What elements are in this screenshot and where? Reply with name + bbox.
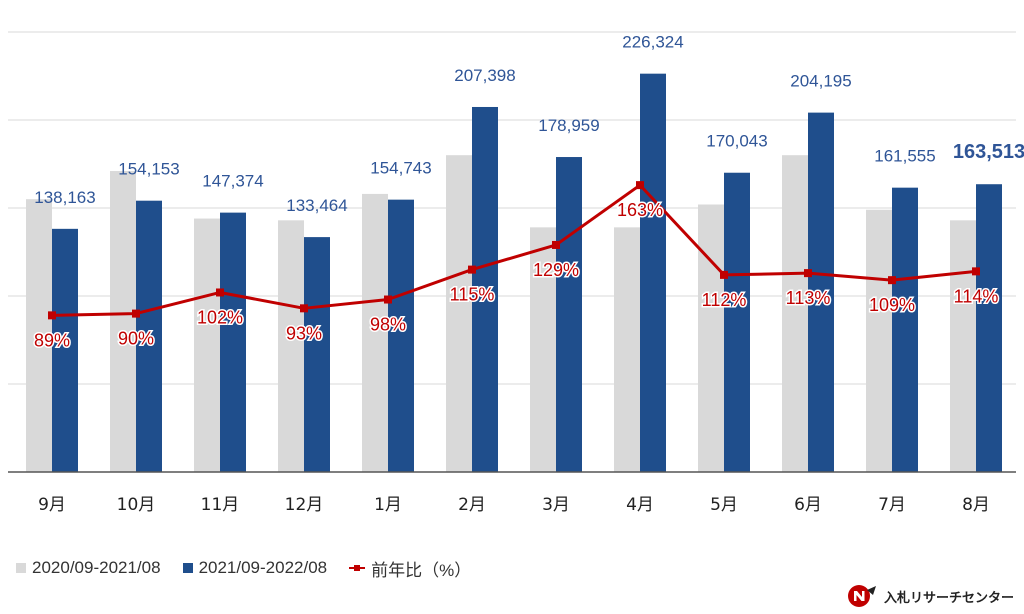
- bar-2020: [614, 227, 640, 472]
- yoy-point: [804, 269, 812, 278]
- legend-item-2020: 2020/09-2021/08: [16, 558, 161, 578]
- yoy-value-label: 129%: [533, 260, 579, 280]
- bar-2021: [388, 199, 414, 472]
- bar-2021: [892, 187, 918, 472]
- yoy-value-label: 90%: [118, 329, 154, 349]
- bar-2020: [194, 218, 220, 472]
- yoy-line: [51, 183, 977, 317]
- legend-swatch-2020: [16, 563, 26, 573]
- bar-value-label: 161,555: [874, 147, 935, 166]
- x-tick-label: 3月: [542, 495, 570, 515]
- bar-value-label: 133,464: [286, 196, 347, 215]
- yoy-value-label: 109%: [869, 295, 915, 315]
- legend: 2020/09-2021/08 2021/09-2022/08 前年比（%）: [16, 556, 493, 580]
- bar-2020: [26, 199, 52, 472]
- yoy-point: [48, 311, 56, 320]
- bar-value-label: 170,043: [706, 132, 767, 151]
- bar-value-label: 138,163: [34, 188, 95, 207]
- yoy-value-label: 114%: [954, 286, 999, 306]
- bar-2021: [304, 237, 330, 472]
- logo: 入札リサーチセンター: [847, 583, 1014, 609]
- x-tick-label: 2月: [458, 495, 486, 515]
- bar-value-label: 207,398: [454, 66, 515, 85]
- x-tick-label: 11月: [201, 495, 240, 515]
- yoy-point: [132, 309, 140, 318]
- bar-value-label: 154,743: [370, 159, 431, 178]
- bar-2021: [52, 228, 78, 472]
- bar-2021: [220, 212, 246, 472]
- x-tick-label: 7月: [878, 495, 906, 515]
- x-tick-label: 5月: [710, 495, 738, 515]
- legend-item-2021: 2021/09-2022/08: [182, 558, 328, 578]
- yoy-value-label: 98%: [370, 315, 406, 335]
- yoy-value-label: 163%: [617, 200, 663, 220]
- legend-item-yoy: 前年比（%）: [349, 556, 471, 581]
- legend-label-yoy: 前年比（%）: [371, 560, 472, 580]
- yoy-point: [972, 267, 980, 276]
- legend-label-2021: 2021/09-2022/08: [198, 558, 328, 577]
- yoy-point: [384, 295, 392, 304]
- n-arrow-logo-icon: [847, 585, 876, 607]
- bar-2021: [640, 73, 666, 472]
- x-tick-label: 1月: [374, 495, 402, 515]
- logo-text: 入札リサーチセンター: [883, 590, 1014, 606]
- bar-2020: [362, 193, 388, 473]
- yoy-value-label: 113%: [786, 288, 831, 308]
- bar-value-label: 154,153: [118, 160, 179, 179]
- bar-2020: [530, 227, 556, 472]
- x-tick-label: 12月: [285, 495, 324, 515]
- legend-label-2020: 2020/09-2021/08: [32, 558, 161, 577]
- yoy-value-label: 115%: [450, 285, 495, 305]
- bar-2021: [976, 184, 1002, 473]
- bar-2020: [110, 171, 136, 473]
- x-tick-label: 10月: [117, 495, 156, 515]
- bar-value-label: 226,324: [622, 33, 683, 52]
- yoy-point: [720, 270, 728, 279]
- x-tick-label: 8月: [962, 495, 990, 515]
- legend-swatch-2021: [182, 563, 193, 573]
- yoy-point: [468, 265, 476, 274]
- yoy-value-label: 112%: [702, 290, 747, 310]
- bar-2021: [808, 112, 834, 473]
- yoy-value-label: 89%: [34, 330, 70, 350]
- bar-2021: [136, 200, 162, 472]
- x-tick-label: 9月: [38, 495, 66, 515]
- bar-2020: [782, 155, 808, 472]
- bar-2020: [866, 209, 892, 472]
- yoy-point: [888, 276, 896, 285]
- yoy-point: [552, 240, 560, 249]
- bar-2021: [472, 106, 498, 472]
- bar-value-label: 163,513: [953, 141, 1024, 163]
- yoy-point: [300, 304, 308, 313]
- bar-value-label: 147,374: [202, 172, 263, 191]
- bar-2020: [278, 220, 304, 472]
- x-tick-label: 6月: [794, 495, 822, 515]
- bar-value-label: 178,959: [538, 116, 599, 135]
- bar-2021: [724, 172, 750, 473]
- bar-2020: [950, 220, 976, 472]
- bar-value-label: 204,195: [790, 72, 851, 91]
- yoy-point: [636, 181, 644, 190]
- bar-2021: [556, 157, 582, 472]
- yoy-point: [216, 288, 224, 297]
- x-tick-label: 4月: [626, 495, 654, 515]
- yoy-value-label: 102%: [197, 307, 243, 327]
- chart: 138,163 9月 154,153 10月 147,374 11月 133,464 12月 1…: [8, 31, 1024, 515]
- legend-swatch-yoy: [349, 563, 366, 573]
- bar-2020: [698, 204, 724, 473]
- yoy-value-label: 93%: [286, 323, 322, 343]
- bar-2020: [446, 155, 472, 472]
